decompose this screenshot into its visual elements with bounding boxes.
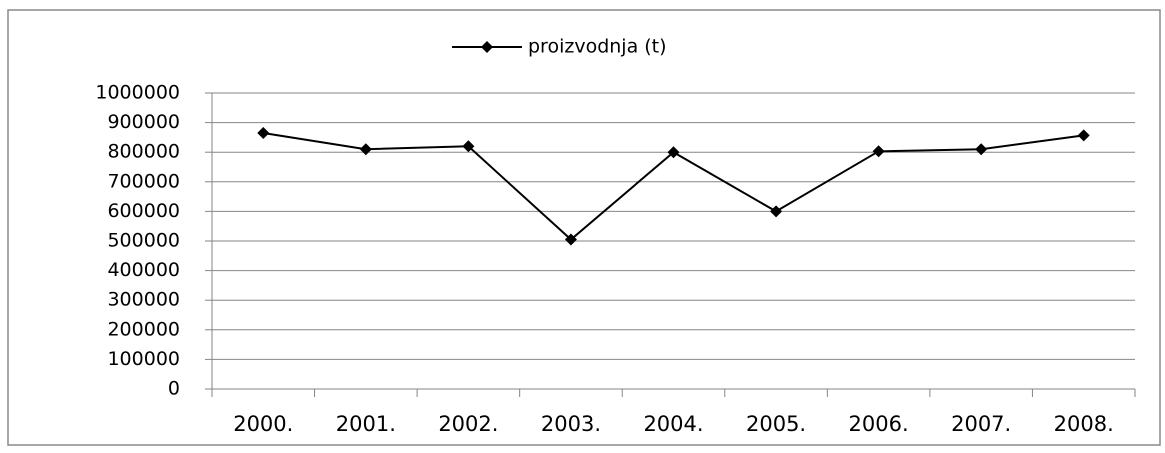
x-tick-label: 2008. [1054, 412, 1114, 436]
y-tick-label: 300000 [107, 289, 180, 311]
legend-marker [481, 41, 493, 53]
data-point [564, 233, 577, 246]
y-tick-label: 700000 [107, 170, 180, 192]
legend-label: proizvodnja (t) [528, 36, 667, 58]
y-tick-label: 500000 [107, 230, 180, 252]
x-tick-label: 2000. [233, 412, 293, 436]
x-tick-label: 2002. [438, 412, 498, 436]
data-point [462, 140, 475, 153]
x-tick-label: 2004. [643, 412, 703, 436]
y-tick-label: 200000 [107, 318, 180, 340]
y-tick-label: 800000 [107, 141, 180, 163]
data-point [1077, 129, 1090, 142]
data-point [872, 145, 885, 158]
y-tick-label: 400000 [107, 259, 180, 281]
data-point [975, 143, 988, 156]
y-tick-label: 0 [168, 378, 180, 400]
y-tick-label: 600000 [107, 200, 180, 222]
data-point [359, 143, 372, 156]
y-tick-label: 100000 [107, 348, 180, 370]
x-tick-label: 2006. [849, 412, 909, 436]
x-tick-label: 2005. [746, 412, 806, 436]
data-point [667, 146, 680, 159]
x-tick-label: 2001. [336, 412, 396, 436]
y-tick-label: 1000000 [95, 82, 180, 104]
data-point [770, 205, 783, 218]
x-tick-label: 2007. [951, 412, 1011, 436]
x-tick-label: 2003. [541, 412, 601, 436]
data-point [257, 126, 270, 139]
y-tick-label: 900000 [107, 111, 180, 133]
